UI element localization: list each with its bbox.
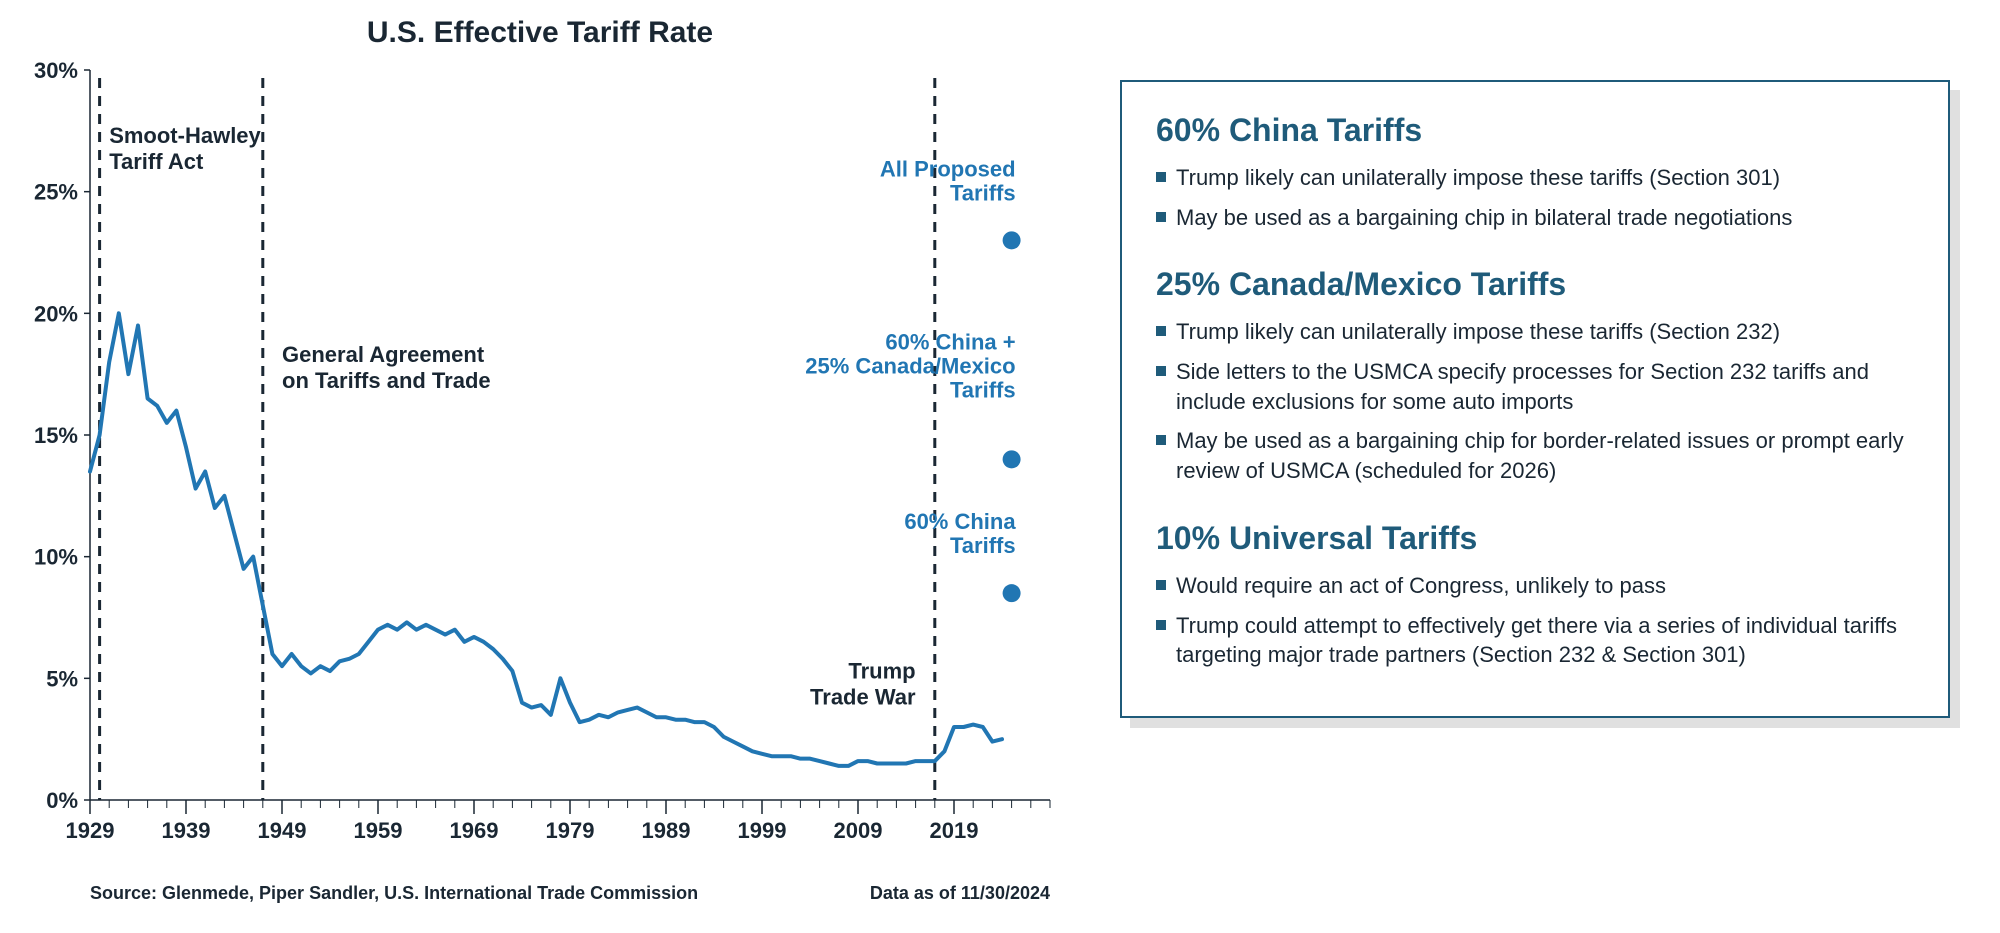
svg-text:Trump: Trump xyxy=(848,658,915,683)
bullet-item: Trump likely can unilaterally impose the… xyxy=(1156,317,1914,347)
tariff-chart-svg: 0% 5% 10% 15% 20% 25% 30% 1929 1939 1949 1959 1969 1… xyxy=(20,60,1060,860)
bullet-item: May be used as a bargaining chip for bor… xyxy=(1156,426,1914,485)
bullet-square-icon xyxy=(1156,212,1166,222)
svg-text:10%: 10% xyxy=(34,545,78,570)
svg-text:2019: 2019 xyxy=(930,818,979,843)
chart-panel: U.S. Effective Tariff Rate 0% 5% 10% 15% 20%… xyxy=(20,10,1060,910)
bullet-square-icon xyxy=(1156,580,1166,590)
tariff-info-panel: 60% China Tariffs Trump likely can unilat… xyxy=(1120,80,1950,718)
svg-text:All Proposed: All Proposed xyxy=(880,156,1016,181)
chart-title: U.S. Effective Tariff Rate xyxy=(20,16,1060,50)
bullet-square-icon xyxy=(1156,435,1166,445)
svg-text:60% China: 60% China xyxy=(904,509,1016,534)
bullet-item: Side letters to the USMCA specify proces… xyxy=(1156,357,1914,416)
bullet-square-icon xyxy=(1156,326,1166,336)
svg-text:Tariffs: Tariffs xyxy=(950,533,1016,558)
svg-text:1939: 1939 xyxy=(162,818,211,843)
svg-text:Smoot-Hawley: Smoot-Hawley xyxy=(109,123,261,148)
bullet-square-icon xyxy=(1156,620,1166,630)
bullet-item: Would require an act of Congress, unlike… xyxy=(1156,571,1914,601)
svg-text:25% Canada/Mexico: 25% Canada/Mexico xyxy=(805,353,1015,378)
svg-text:1929: 1929 xyxy=(66,818,115,843)
svg-text:15%: 15% xyxy=(34,423,78,448)
svg-text:on Tariffs and Trade: on Tariffs and Trade xyxy=(282,368,491,393)
bullet-text: Would require an act of Congress, unlike… xyxy=(1176,571,1666,601)
bullet-text: May be used as a bargaining chip in bila… xyxy=(1176,203,1792,233)
tariff-section: 25% Canada/Mexico Tariffs Trump likely ca… xyxy=(1156,266,1914,485)
svg-text:1959: 1959 xyxy=(354,818,403,843)
svg-text:20%: 20% xyxy=(34,301,78,326)
bullet-square-icon xyxy=(1156,366,1166,376)
section-title: 25% Canada/Mexico Tariffs xyxy=(1156,266,1914,303)
section-title: 60% China Tariffs xyxy=(1156,112,1914,149)
svg-text:60% China +: 60% China + xyxy=(885,329,1015,354)
svg-text:1999: 1999 xyxy=(738,818,787,843)
bullet-item: Trump could attempt to effectively get t… xyxy=(1156,611,1914,670)
bullet-text: May be used as a bargaining chip for bor… xyxy=(1176,426,1914,485)
chart-source: Source: Glenmede, Piper Sandler, U.S. In… xyxy=(90,883,698,904)
svg-text:2009: 2009 xyxy=(834,818,883,843)
svg-text:30%: 30% xyxy=(34,60,78,83)
svg-text:General Agreement: General Agreement xyxy=(282,342,485,367)
svg-text:Tariffs: Tariffs xyxy=(950,180,1016,205)
svg-text:25%: 25% xyxy=(34,180,78,205)
tariff-section: 10% Universal Tariffs Would require an ac… xyxy=(1156,520,1914,670)
svg-text:0%: 0% xyxy=(46,788,78,813)
bullet-item: May be used as a bargaining chip in bila… xyxy=(1156,203,1914,233)
svg-text:1949: 1949 xyxy=(258,818,307,843)
bullet-text: Trump likely can unilaterally impose the… xyxy=(1176,317,1780,347)
svg-text:1969: 1969 xyxy=(450,818,499,843)
chart-date: Data as of 11/30/2024 xyxy=(870,883,1050,904)
section-title: 10% Universal Tariffs xyxy=(1156,520,1914,557)
tariff-section: 60% China Tariffs Trump likely can unilat… xyxy=(1156,112,1914,232)
bullet-text: Trump could attempt to effectively get t… xyxy=(1176,611,1914,670)
bullet-item: Trump likely can unilaterally impose the… xyxy=(1156,163,1914,193)
bullet-square-icon xyxy=(1156,172,1166,182)
chart-footer: Source: Glenmede, Piper Sandler, U.S. In… xyxy=(90,883,1050,904)
svg-text:1989: 1989 xyxy=(642,818,691,843)
bullet-text: Side letters to the USMCA specify proces… xyxy=(1176,357,1914,416)
svg-text:Tariff Act: Tariff Act xyxy=(109,149,204,174)
svg-text:Trade War: Trade War xyxy=(810,684,916,709)
bullet-text: Trump likely can unilaterally impose the… xyxy=(1176,163,1780,193)
svg-text:Tariffs: Tariffs xyxy=(950,377,1016,402)
chart-svg-wrap: 0% 5% 10% 15% 20% 25% 30% 1929 1939 1949 1959 1969 1… xyxy=(20,60,1060,860)
svg-text:1979: 1979 xyxy=(546,818,595,843)
svg-text:5%: 5% xyxy=(46,666,78,691)
